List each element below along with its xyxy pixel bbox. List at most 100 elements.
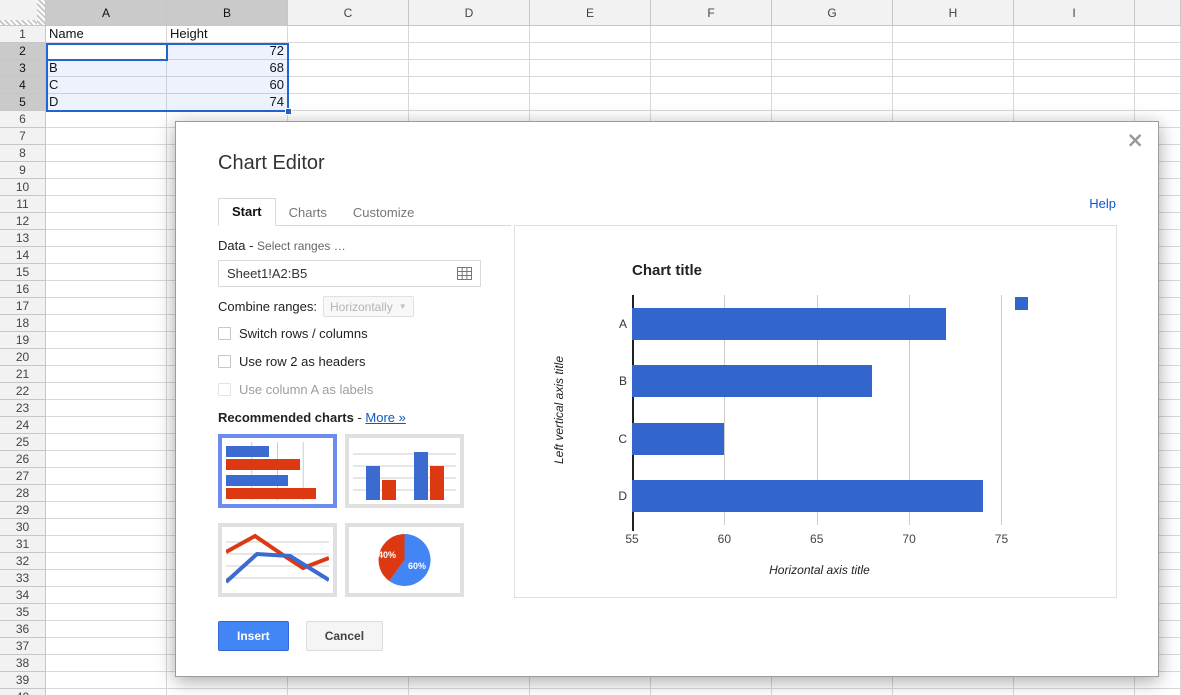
row-header-1[interactable]: 1 xyxy=(0,26,46,43)
cell-H40[interactable] xyxy=(893,689,1014,695)
close-icon[interactable]: × xyxy=(1126,128,1144,152)
col-header-F[interactable]: F xyxy=(651,0,772,26)
row-header-17[interactable]: 17 xyxy=(0,298,46,315)
cell-I3[interactable] xyxy=(1014,60,1135,77)
bar-C[interactable] xyxy=(632,422,725,455)
checkbox-icon[interactable] xyxy=(218,355,231,368)
cell-A21[interactable] xyxy=(46,366,167,383)
cell-D3[interactable] xyxy=(409,60,530,77)
range-input[interactable]: Sheet1!A2:B5 xyxy=(218,260,481,287)
row-header-38[interactable]: 38 xyxy=(0,655,46,672)
fill-handle[interactable] xyxy=(285,108,292,115)
cell-A30[interactable] xyxy=(46,519,167,536)
thumbnail-line-chart[interactable] xyxy=(218,523,337,597)
cell-H1[interactable] xyxy=(893,26,1014,43)
cell-C2[interactable] xyxy=(288,43,409,60)
combine-ranges-dropdown[interactable]: Horizontally ▼ xyxy=(323,296,414,317)
cell-A34[interactable] xyxy=(46,587,167,604)
row-header-34[interactable]: 34 xyxy=(0,587,46,604)
row-header-30[interactable]: 30 xyxy=(0,519,46,536)
bar-D[interactable] xyxy=(632,480,983,513)
col-header-E[interactable]: E xyxy=(530,0,651,26)
cell-D4[interactable] xyxy=(409,77,530,94)
cell-E2[interactable] xyxy=(530,43,651,60)
col-header-B[interactable]: B xyxy=(167,0,288,26)
cell-F2[interactable] xyxy=(651,43,772,60)
cell-B5[interactable]: 74 xyxy=(167,94,288,111)
cell-C4[interactable] xyxy=(288,77,409,94)
cell-A25[interactable] xyxy=(46,434,167,451)
row-header-12[interactable]: 12 xyxy=(0,213,46,230)
cell-C40[interactable] xyxy=(288,689,409,695)
row-header-8[interactable]: 8 xyxy=(0,145,46,162)
row-header-18[interactable]: 18 xyxy=(0,315,46,332)
cell-A18[interactable] xyxy=(46,315,167,332)
row-header-35[interactable]: 35 xyxy=(0,604,46,621)
cell-F5[interactable] xyxy=(651,94,772,111)
cell-H3[interactable] xyxy=(893,60,1014,77)
col-header-G[interactable]: G xyxy=(772,0,893,26)
cell-B40[interactable] xyxy=(167,689,288,695)
cell-B1[interactable]: Height xyxy=(167,26,288,43)
cell-A11[interactable] xyxy=(46,196,167,213)
row-header-20[interactable]: 20 xyxy=(0,349,46,366)
row-header-13[interactable]: 13 xyxy=(0,230,46,247)
bar-B[interactable] xyxy=(632,365,873,398)
row-header-5[interactable]: 5 xyxy=(0,94,46,111)
cell-A37[interactable] xyxy=(46,638,167,655)
row-header-36[interactable]: 36 xyxy=(0,621,46,638)
cell-A36[interactable] xyxy=(46,621,167,638)
cell-E4[interactable] xyxy=(530,77,651,94)
cell-A27[interactable] xyxy=(46,468,167,485)
row-header-2[interactable]: 2 xyxy=(0,43,46,60)
checkbox-row-1[interactable]: Use row 2 as headers xyxy=(218,354,512,369)
cell-I1[interactable] xyxy=(1014,26,1135,43)
cell-A38[interactable] xyxy=(46,655,167,672)
cell-A23[interactable] xyxy=(46,400,167,417)
row-header-28[interactable]: 28 xyxy=(0,485,46,502)
cell-E40[interactable] xyxy=(530,689,651,695)
row-header-9[interactable]: 9 xyxy=(0,162,46,179)
row-header-39[interactable]: 39 xyxy=(0,672,46,689)
thumbnail-column-chart[interactable] xyxy=(345,434,464,508)
cell-A10[interactable] xyxy=(46,179,167,196)
checkbox-row-2[interactable]: Use column A as labels xyxy=(218,382,512,397)
cell-A31[interactable] xyxy=(46,536,167,553)
cell-A40[interactable] xyxy=(46,689,167,695)
select-ranges-link[interactable]: Select ranges … xyxy=(257,239,346,253)
cell-A15[interactable] xyxy=(46,264,167,281)
cell-A17[interactable] xyxy=(46,298,167,315)
cell-A7[interactable] xyxy=(46,128,167,145)
cell-E1[interactable] xyxy=(530,26,651,43)
cancel-button[interactable]: Cancel xyxy=(305,621,384,651)
tab-charts[interactable]: Charts xyxy=(288,205,327,220)
help-link[interactable]: Help xyxy=(1089,196,1116,211)
row-header-10[interactable]: 10 xyxy=(0,179,46,196)
cell-A33[interactable] xyxy=(46,570,167,587)
col-header-C[interactable]: C xyxy=(288,0,409,26)
row-header-32[interactable]: 32 xyxy=(0,553,46,570)
checkbox-row-0[interactable]: Switch rows / columns xyxy=(218,326,512,341)
cell-I2[interactable] xyxy=(1014,43,1135,60)
row-header-26[interactable]: 26 xyxy=(0,451,46,468)
cell-F4[interactable] xyxy=(651,77,772,94)
cell-C5[interactable] xyxy=(288,94,409,111)
cell-I5[interactable] xyxy=(1014,94,1135,111)
cell-A3[interactable]: B xyxy=(46,60,167,77)
cell-A9[interactable] xyxy=(46,162,167,179)
cell-A14[interactable] xyxy=(46,247,167,264)
cell-A19[interactable] xyxy=(46,332,167,349)
col-header-A[interactable]: A xyxy=(46,0,167,26)
row-header-19[interactable]: 19 xyxy=(0,332,46,349)
cell-E5[interactable] xyxy=(530,94,651,111)
cell-G2[interactable] xyxy=(772,43,893,60)
select-all-corner[interactable] xyxy=(0,0,46,26)
thumbnail-pie-chart[interactable]: 40% 60% xyxy=(345,523,464,597)
row-header-3[interactable]: 3 xyxy=(0,60,46,77)
row-header-6[interactable]: 6 xyxy=(0,111,46,128)
tab-customize[interactable]: Customize xyxy=(352,205,415,220)
cell-D5[interactable] xyxy=(409,94,530,111)
cell-A6[interactable] xyxy=(46,111,167,128)
cell-B4[interactable]: 60 xyxy=(167,77,288,94)
cell-G4[interactable] xyxy=(772,77,893,94)
